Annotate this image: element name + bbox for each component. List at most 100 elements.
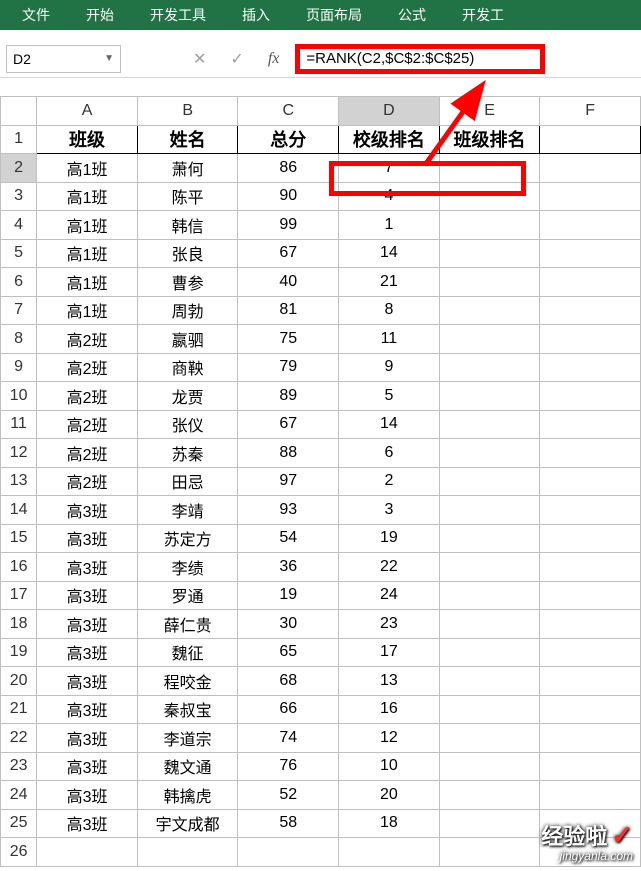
cell[interactable]: 97	[238, 467, 339, 496]
cell[interactable]: 86	[238, 154, 339, 183]
cell[interactable]: 高3班	[37, 667, 138, 696]
cell[interactable]: 11	[339, 325, 440, 354]
cell[interactable]: 高3班	[37, 638, 138, 667]
cell[interactable]: 18	[339, 809, 440, 838]
cell[interactable]	[439, 496, 540, 525]
row-header-18[interactable]: 18	[1, 610, 37, 639]
header-cell[interactable]: 班级	[37, 125, 138, 154]
header-cell[interactable]: 班级排名	[439, 125, 540, 154]
cell[interactable]	[540, 638, 641, 667]
cell[interactable]	[540, 496, 641, 525]
cell[interactable]	[439, 154, 540, 183]
tab-dev[interactable]: 开发工具	[132, 0, 224, 30]
cell[interactable]	[37, 838, 138, 867]
cell[interactable]: 8	[339, 296, 440, 325]
cell[interactable]	[439, 296, 540, 325]
cell[interactable]	[439, 325, 540, 354]
cell[interactable]: 高1班	[37, 296, 138, 325]
cell[interactable]	[238, 838, 339, 867]
cell[interactable]: 高2班	[37, 467, 138, 496]
cell[interactable]: 高1班	[37, 268, 138, 297]
row-header-17[interactable]: 17	[1, 581, 37, 610]
cell[interactable]	[439, 752, 540, 781]
cell[interactable]: 12	[339, 724, 440, 753]
row-header-23[interactable]: 23	[1, 752, 37, 781]
cell[interactable]	[439, 638, 540, 667]
formula-input[interactable]: =RANK(C2,$C$2:$C$25)	[295, 44, 545, 74]
cell[interactable]: 魏文通	[137, 752, 238, 781]
row-header-13[interactable]: 13	[1, 467, 37, 496]
cell[interactable]: 高3班	[37, 496, 138, 525]
cell[interactable]: 魏征	[137, 638, 238, 667]
row-header-24[interactable]: 24	[1, 781, 37, 810]
cell[interactable]: 17	[339, 638, 440, 667]
cell[interactable]: 高3班	[37, 695, 138, 724]
col-header-F[interactable]: F	[540, 97, 641, 126]
cell[interactable]: 76	[238, 752, 339, 781]
cell[interactable]	[439, 838, 540, 867]
cell[interactable]: 67	[238, 410, 339, 439]
cell[interactable]	[540, 211, 641, 240]
cell[interactable]	[540, 353, 641, 382]
cell[interactable]: 20	[339, 781, 440, 810]
cell[interactable]: 高1班	[37, 154, 138, 183]
name-box[interactable]: D2 ▼	[6, 45, 121, 73]
row-header-25[interactable]: 25	[1, 809, 37, 838]
cell[interactable]: 74	[238, 724, 339, 753]
cell[interactable]: 高3班	[37, 524, 138, 553]
tab-home[interactable]: 开始	[68, 0, 132, 30]
cell[interactable]: 高3班	[37, 724, 138, 753]
select-all-corner[interactable]	[1, 97, 37, 126]
cell[interactable]: 高2班	[37, 410, 138, 439]
cell[interactable]: 嬴驷	[137, 325, 238, 354]
cell[interactable]: 54	[238, 524, 339, 553]
cell[interactable]: 龙贾	[137, 382, 238, 411]
cell[interactable]	[540, 695, 641, 724]
row-header-11[interactable]: 11	[1, 410, 37, 439]
cell[interactable]: 21	[339, 268, 440, 297]
cell[interactable]: 58	[238, 809, 339, 838]
cell[interactable]: 65	[238, 638, 339, 667]
cell[interactable]	[540, 781, 641, 810]
cell[interactable]: 75	[238, 325, 339, 354]
col-header-A[interactable]: A	[37, 97, 138, 126]
cell[interactable]	[339, 838, 440, 867]
cell[interactable]	[439, 410, 540, 439]
cell[interactable]: 10	[339, 752, 440, 781]
cell[interactable]: 66	[238, 695, 339, 724]
cell[interactable]: 99	[238, 211, 339, 240]
cell[interactable]: 81	[238, 296, 339, 325]
cell[interactable]	[540, 581, 641, 610]
row-header-20[interactable]: 20	[1, 667, 37, 696]
cell[interactable]	[540, 125, 641, 154]
col-header-E[interactable]: E	[439, 97, 540, 126]
tab-formula[interactable]: 公式	[380, 0, 444, 30]
cell[interactable]: 高3班	[37, 781, 138, 810]
cell[interactable]: 李道宗	[137, 724, 238, 753]
cell[interactable]	[540, 724, 641, 753]
cell[interactable]	[540, 667, 641, 696]
cell[interactable]: 高3班	[37, 610, 138, 639]
name-box-dropdown-icon[interactable]: ▼	[104, 53, 114, 64]
row-header-2[interactable]: 2	[1, 154, 37, 183]
row-header-12[interactable]: 12	[1, 439, 37, 468]
cell[interactable]: 93	[238, 496, 339, 525]
row-header-8[interactable]: 8	[1, 325, 37, 354]
cell[interactable]: 高1班	[37, 182, 138, 211]
cell[interactable]: 2	[339, 467, 440, 496]
cell[interactable]	[439, 524, 540, 553]
cell[interactable]: 3	[339, 496, 440, 525]
cell[interactable]: 罗通	[137, 581, 238, 610]
cell[interactable]: 24	[339, 581, 440, 610]
cell[interactable]: 19	[339, 524, 440, 553]
cell[interactable]	[439, 781, 540, 810]
cell[interactable]: 30	[238, 610, 339, 639]
cell[interactable]	[540, 239, 641, 268]
cell[interactable]	[439, 667, 540, 696]
cell[interactable]: 高1班	[37, 211, 138, 240]
cell[interactable]	[439, 239, 540, 268]
cell[interactable]	[439, 467, 540, 496]
cell[interactable]	[439, 382, 540, 411]
cell[interactable]	[540, 296, 641, 325]
fx-icon[interactable]: fx	[268, 50, 280, 68]
